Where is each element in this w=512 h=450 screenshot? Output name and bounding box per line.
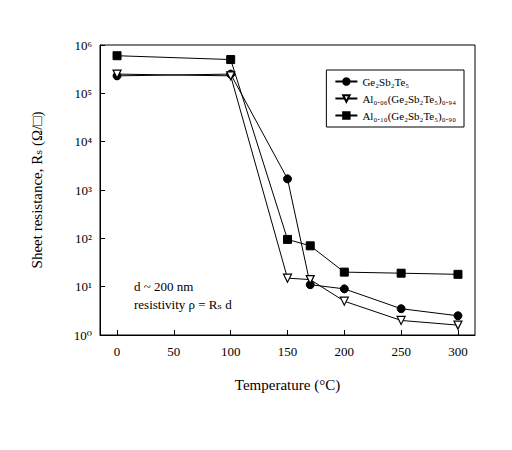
svg-text:Ge₂Sb₂Te₅: Ge₂Sb₂Te₅ (362, 76, 409, 88)
svg-text:10²: 10² (75, 231, 92, 246)
svg-text:10¹: 10¹ (75, 279, 92, 294)
svg-text:150: 150 (278, 344, 298, 359)
svg-text:Al₀.₀₆(Ge₂Sb₂Te₅)₀.₉₄: Al₀.₀₆(Ge₂Sb₂Te₅)₀.₉₄ (362, 93, 456, 106)
svg-text:Temperature (°C): Temperature (°C) (235, 377, 340, 394)
svg-text:10⁰: 10⁰ (74, 328, 92, 343)
svg-text:0: 0 (114, 344, 121, 359)
svg-text:50: 50 (167, 344, 180, 359)
svg-text:10⁶: 10⁶ (74, 38, 92, 53)
svg-text:resistivity ρ = Rₛ d: resistivity ρ = Rₛ d (134, 297, 232, 312)
svg-text:Al₀.₁₀(Ge₂Sb₂Te₅)₀.₉₀: Al₀.₁₀(Ge₂Sb₂Te₅)₀.₉₀ (362, 110, 456, 123)
svg-text:10⁴: 10⁴ (74, 134, 92, 149)
svg-text:300: 300 (448, 344, 468, 359)
svg-text:Sheet resistance, Rₛ (Ω/□): Sheet resistance, Rₛ (Ω/□) (29, 112, 46, 269)
svg-text:250: 250 (391, 344, 411, 359)
svg-text:d ~ 200 nm: d ~ 200 nm (134, 279, 193, 294)
svg-text:100: 100 (221, 344, 241, 359)
svg-text:10³: 10³ (75, 183, 92, 198)
svg-text:10⁵: 10⁵ (74, 86, 92, 101)
svg-text:200: 200 (335, 344, 355, 359)
